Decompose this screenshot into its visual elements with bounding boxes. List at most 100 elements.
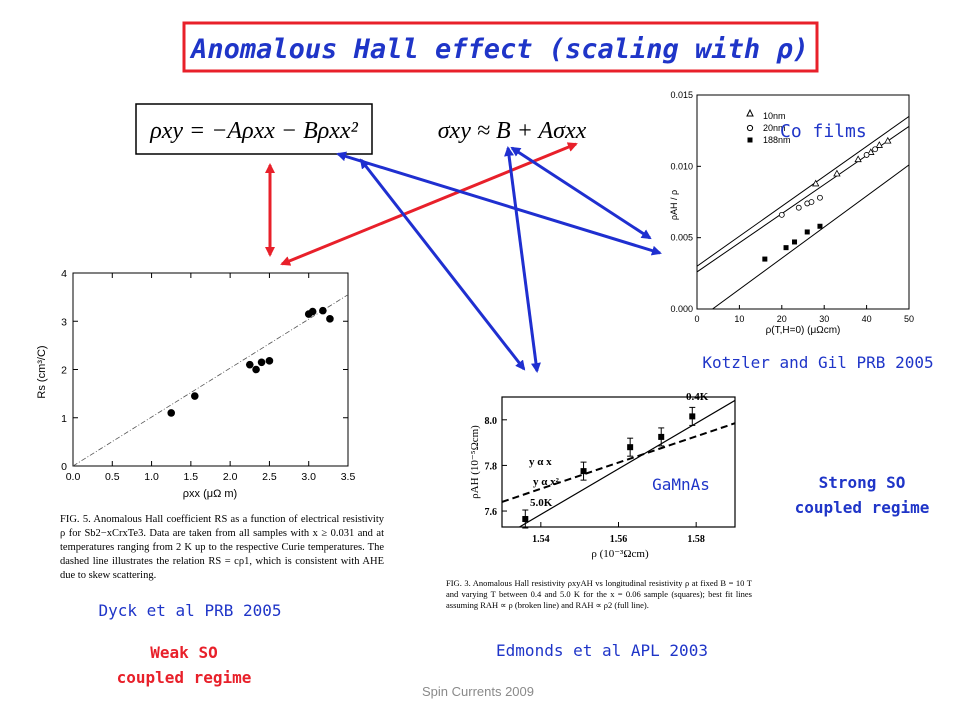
- dyck-caption: FIG. 5. Anomalous Hall coefficient RS as…: [60, 514, 384, 581]
- dyck-caption-box: FIG. 5. Anomalous Hall coefficient RS as…: [60, 514, 384, 581]
- legend-20nm: 20nm: [763, 123, 786, 133]
- kotzler-point-10nm: [884, 136, 892, 144]
- weak-so-line-1: Weak SO: [150, 643, 217, 662]
- kotzler-x-tick-label: 30: [819, 314, 829, 324]
- edmonds-x-tick-label: 1.56: [610, 534, 628, 545]
- title-box: [182, 21, 819, 73]
- kotzler-x-label: ρ(T,H=0) (μΩcm): [766, 325, 841, 336]
- kotzler-plot-frame: [696, 94, 910, 310]
- dyck-data-point: [257, 358, 266, 367]
- annotation-04k: 0.4K: [686, 391, 709, 403]
- kotzler-x-tick-label: 10: [734, 314, 744, 324]
- kotzler-point-10nm: [833, 169, 841, 177]
- arrow-blue-eq1-kotzler: [336, 151, 662, 256]
- kotzler-point-188nm: [792, 239, 798, 245]
- edmonds-caption-box: FIG. 3. Anomalous Hall resistivity ρxyAH…: [446, 578, 752, 610]
- dyck-x-tick-label: 2.0: [223, 471, 238, 483]
- kotzler-x-tick-label: 20: [777, 314, 787, 324]
- kotzler-x-tick-label: 50: [904, 314, 914, 324]
- kotzler-point-20nm: [872, 146, 878, 153]
- edmonds-data-point: [627, 444, 634, 451]
- edmonds-data-point: [658, 433, 665, 440]
- dyck-data-point: [308, 307, 317, 316]
- footer-text: Spin Currents 2009: [422, 684, 534, 699]
- edmonds-caption: FIG. 3. Anomalous Hall resistivity ρxyAH…: [446, 578, 752, 610]
- edmonds-x-tick-label: 1.58: [687, 534, 705, 545]
- kotzler-point-10nm: [812, 179, 820, 187]
- legend-square-marker: [747, 137, 753, 143]
- arrow-blue-eq2-edmonds: [504, 146, 541, 373]
- kotzler-y-tick-label: 0.010: [670, 161, 693, 171]
- kotzler-point-10nm: [867, 148, 875, 155]
- slide-title: Anomalous Hall effect (scaling with ρ): [189, 34, 809, 65]
- annotation-50k: 5.0K: [530, 497, 553, 509]
- edmonds-dashed-fit-line: [502, 422, 735, 503]
- dyck-x-tick-label: 2.5: [262, 471, 277, 483]
- dyck-y-tick-label: 3: [61, 316, 67, 328]
- dyck-data-point: [167, 409, 176, 417]
- arrow-blue-eq1-edmonds: [359, 158, 526, 371]
- edmonds-data-point: [522, 516, 529, 523]
- equation-sigma-xy: σxy ≈ B + Aσxx: [438, 118, 587, 144]
- dyck-data-point: [190, 392, 199, 400]
- legend-triangle-marker: [746, 108, 754, 117]
- arrow-blue-eq2-kotzler: [510, 146, 652, 240]
- dyck-dashed-fit-line: [72, 294, 349, 467]
- edmonds-plot: 0.4K 5.0K y α x y α x² ρAH (10⁻⁵Ωcm) ρ (…: [469, 391, 736, 560]
- kotzler-y-label: ρAH / ρ: [669, 190, 679, 220]
- kotzler-y-tick-label: 0.000: [670, 304, 693, 314]
- kotzler-fit-line: [711, 164, 909, 309]
- kotzler-fit-line: [697, 115, 909, 267]
- gamnas-label: GaMnAs: [652, 475, 710, 494]
- dyck-data-point: [245, 360, 254, 369]
- equation-rho-xy: ρxy = −Aρxx − Bρxx²: [149, 118, 358, 144]
- edmonds-y-tick-label: 8.0: [485, 416, 498, 427]
- kotzler-point-10nm: [875, 141, 883, 148]
- kotzler-point-20nm: [778, 211, 785, 218]
- kotzler-point-20nm: [808, 199, 815, 205]
- kotzler-y-tick-label: 0.015: [670, 90, 693, 100]
- weak-so-line-2: coupled regime: [117, 668, 252, 687]
- dyck-data-point: [265, 357, 274, 365]
- edmonds-y-tick-label: 7.6: [485, 507, 498, 518]
- kotzler-citation: Kotzler and Gil PRB 2005: [702, 353, 933, 372]
- legend-188nm: 188nm: [763, 135, 791, 145]
- annotation-y-alpha-x: y α x: [529, 456, 552, 468]
- dyck-x-tick-label: 1.5: [184, 471, 199, 483]
- dyck-y-tick-label: 0: [61, 461, 67, 473]
- dyck-y-tick-label: 4: [61, 268, 67, 280]
- kotzler-x-tick-label: 40: [862, 314, 872, 324]
- kotzler-plot: 10nm 20nm 188nm ρAH / ρ ρ(T,H=0) (μΩcm) …: [669, 90, 914, 336]
- kotzler-point-188nm: [817, 223, 823, 229]
- dyck-x-tick-label: 0.0: [66, 471, 81, 483]
- edmonds-y-label: ρAH (10⁻⁵Ωcm): [469, 425, 481, 499]
- legend-10nm: 10nm: [763, 111, 786, 121]
- dyck-plot-frame: [72, 272, 349, 467]
- dyck-data-point: [319, 306, 327, 315]
- edmonds-x-label: ρ (10⁻³Ωcm): [591, 548, 649, 560]
- edmonds-data-point: [689, 413, 696, 420]
- edmonds-y-tick-label: 7.8: [485, 461, 498, 472]
- dyck-citation: Dyck et al PRB 2005: [98, 601, 281, 620]
- kotzler-point-188nm: [804, 229, 810, 235]
- edmonds-citation: Edmonds et al APL 2003: [496, 641, 708, 660]
- kotzler-point-188nm: [762, 256, 768, 262]
- dyck-y-tick-label: 1: [61, 413, 67, 425]
- kotzler-point-20nm: [863, 152, 870, 158]
- dyck-x-tick-label: 1.0: [144, 471, 159, 483]
- annotation-y-alpha-x2: y α x²: [533, 476, 560, 488]
- kotzler-point-20nm: [817, 194, 823, 201]
- kotzler-point-10nm: [854, 155, 862, 163]
- dyck-x-tick-label: 3.0: [301, 471, 316, 483]
- kotzler-y-tick-label: 0.005: [670, 233, 693, 243]
- kotzler-x-tick-label: 0: [694, 314, 699, 324]
- dyck-x-tick-label: 3.5: [341, 471, 356, 483]
- dyck-x-tick-label: 0.5: [105, 471, 120, 483]
- dyck-y-tick-label: 2: [61, 365, 67, 377]
- kotzler-point-188nm: [783, 245, 789, 251]
- kotzler-point-20nm: [795, 204, 802, 211]
- dyck-data-point: [252, 365, 260, 374]
- strong-so-line-2: coupled regime: [795, 498, 930, 517]
